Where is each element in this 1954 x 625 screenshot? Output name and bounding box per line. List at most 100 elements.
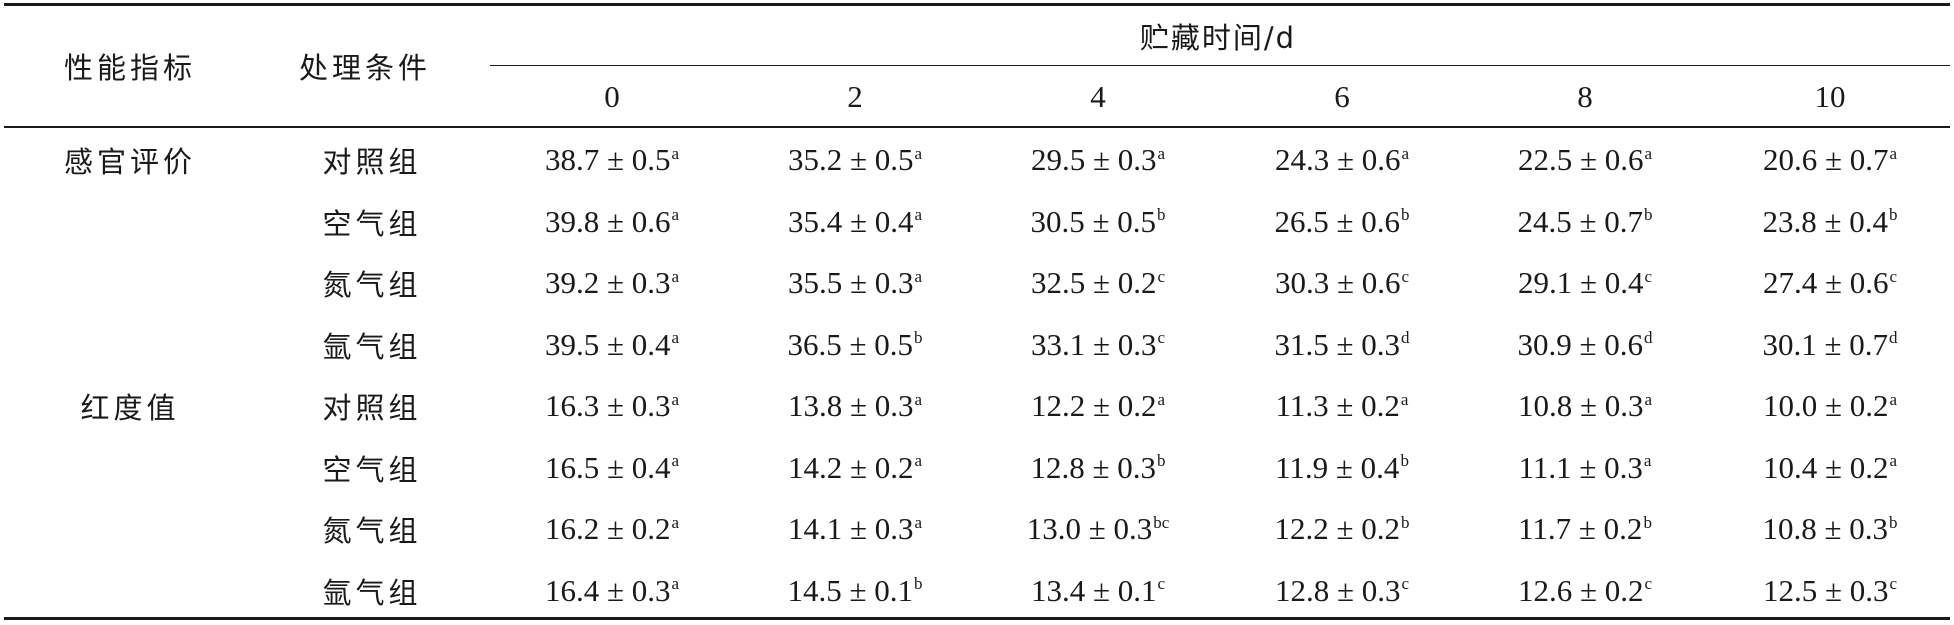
- significance-letter: a: [914, 205, 922, 224]
- value-text: 14.1 ± 0.3: [788, 511, 914, 546]
- significance-letter: a: [1644, 144, 1652, 163]
- value-cell: 30.3 ± 0.6c: [1275, 265, 1409, 301]
- value-text: 35.2 ± 0.5: [788, 142, 914, 177]
- significance-letter: a: [1644, 451, 1652, 470]
- value-cell: 20.6 ± 0.7a: [1763, 142, 1897, 178]
- value-cell: 27.4 ± 0.6c: [1763, 265, 1897, 301]
- significance-letter: c: [1157, 267, 1165, 286]
- significance-letter: b: [1889, 513, 1898, 532]
- value-cell: 29.1 ± 0.4c: [1518, 265, 1652, 301]
- value-cell: 30.9 ± 0.6d: [1517, 327, 1652, 363]
- significance-letter: a: [671, 513, 679, 532]
- condition-label: 对照组: [322, 139, 421, 181]
- value-cell: 14.2 ± 0.2a: [788, 450, 922, 486]
- value-cell: 13.8 ± 0.3a: [788, 388, 922, 424]
- value-cell: 36.5 ± 0.5b: [787, 327, 922, 363]
- significance-letter: c: [1401, 574, 1409, 593]
- value-cell: 13.4 ± 0.1c: [1031, 573, 1165, 609]
- day-header-6: 6: [1334, 79, 1350, 115]
- value-text: 10.4 ± 0.2: [1763, 450, 1889, 485]
- header-storage-time: 贮藏时间/d: [1140, 15, 1296, 57]
- value-cell: 12.8 ± 0.3c: [1275, 573, 1409, 609]
- value-cell: 12.8 ± 0.3b: [1030, 450, 1165, 486]
- significance-letter: b: [914, 328, 923, 347]
- significance-letter: b: [1401, 205, 1410, 224]
- value-text: 16.3 ± 0.3: [545, 388, 671, 423]
- condition-label: 空气组: [322, 201, 421, 243]
- condition-label: 氮气组: [322, 508, 421, 550]
- condition-label: 氩气组: [322, 570, 421, 612]
- value-text: 12.2 ± 0.2: [1031, 388, 1157, 423]
- metric-label: 红度值: [80, 385, 179, 427]
- value-text: 12.8 ± 0.3: [1275, 573, 1401, 608]
- value-cell: 35.4 ± 0.4a: [788, 204, 922, 240]
- value-text: 20.6 ± 0.7: [1763, 142, 1889, 177]
- significance-letter: d: [1889, 328, 1898, 347]
- value-cell: 10.8 ± 0.3b: [1762, 511, 1897, 547]
- significance-letter: b: [1400, 451, 1409, 470]
- significance-letter: c: [1401, 267, 1409, 286]
- value-text: 16.5 ± 0.4: [545, 450, 671, 485]
- value-text: 35.5 ± 0.3: [788, 265, 914, 300]
- value-cell: 23.8 ± 0.4b: [1762, 204, 1897, 240]
- significance-letter: b: [1401, 513, 1410, 532]
- value-text: 36.5 ± 0.5: [787, 327, 913, 362]
- value-text: 31.5 ± 0.3: [1274, 327, 1400, 362]
- value-cell: 22.5 ± 0.6a: [1518, 142, 1652, 178]
- significance-letter: b: [1644, 205, 1653, 224]
- condition-label: 氮气组: [322, 262, 421, 304]
- value-cell: 12.5 ± 0.3c: [1763, 573, 1897, 609]
- value-cell: 39.2 ± 0.3a: [545, 265, 679, 301]
- table-top-rule: [4, 3, 1950, 6]
- significance-letter: a: [1889, 390, 1897, 409]
- significance-letter: a: [914, 451, 922, 470]
- value-text: 13.0 ± 0.3: [1027, 511, 1153, 546]
- significance-letter: bc: [1153, 513, 1169, 532]
- value-text: 12.6 ± 0.2: [1518, 573, 1644, 608]
- value-text: 10.0 ± 0.2: [1763, 388, 1889, 423]
- value-cell: 16.4 ± 0.3a: [545, 573, 679, 609]
- table-bottom-rule: [4, 617, 1950, 620]
- value-text: 12.8 ± 0.3: [1030, 450, 1156, 485]
- value-text: 39.2 ± 0.3: [545, 265, 671, 300]
- significance-letter: a: [914, 513, 922, 532]
- significance-letter: a: [914, 144, 922, 163]
- value-text: 30.3 ± 0.6: [1275, 265, 1401, 300]
- value-cell: 32.5 ± 0.2c: [1031, 265, 1165, 301]
- value-cell: 12.2 ± 0.2b: [1274, 511, 1409, 547]
- significance-letter: a: [671, 328, 679, 347]
- value-cell: 10.4 ± 0.2a: [1763, 450, 1897, 486]
- value-cell: 35.2 ± 0.5a: [788, 142, 922, 178]
- value-text: 30.1 ± 0.7: [1762, 327, 1888, 362]
- value-cell: 11.3 ± 0.2a: [1276, 388, 1409, 424]
- value-cell: 39.8 ± 0.6a: [545, 204, 679, 240]
- significance-letter: a: [1889, 451, 1897, 470]
- significance-letter: a: [1157, 144, 1165, 163]
- value-text: 13.8 ± 0.3: [788, 388, 914, 423]
- value-text: 23.8 ± 0.4: [1762, 204, 1888, 239]
- header-condition: 处理条件: [299, 45, 431, 87]
- significance-letter: a: [1157, 390, 1165, 409]
- value-cell: 33.1 ± 0.3c: [1031, 327, 1165, 363]
- value-text: 11.7 ± 0.2: [1518, 511, 1642, 546]
- day-header-10: 10: [1815, 79, 1846, 115]
- day-header-0: 0: [604, 79, 620, 115]
- value-text: 11.9 ± 0.4: [1275, 450, 1399, 485]
- significance-letter: a: [671, 144, 679, 163]
- significance-letter: a: [1401, 390, 1409, 409]
- value-text: 16.2 ± 0.2: [545, 511, 671, 546]
- significance-letter: a: [1889, 144, 1897, 163]
- value-cell: 10.8 ± 0.3a: [1518, 388, 1652, 424]
- value-text: 32.5 ± 0.2: [1031, 265, 1157, 300]
- value-text: 27.4 ± 0.6: [1763, 265, 1889, 300]
- value-cell: 39.5 ± 0.4a: [545, 327, 679, 363]
- significance-letter: a: [914, 267, 922, 286]
- significance-letter: a: [671, 205, 679, 224]
- value-text: 38.7 ± 0.5: [545, 142, 671, 177]
- value-text: 11.1 ± 0.3: [1519, 450, 1643, 485]
- value-text: 12.2 ± 0.2: [1274, 511, 1400, 546]
- value-cell: 14.1 ± 0.3a: [788, 511, 922, 547]
- significance-letter: a: [671, 574, 679, 593]
- value-text: 16.4 ± 0.3: [545, 573, 671, 608]
- significance-letter: a: [1401, 144, 1409, 163]
